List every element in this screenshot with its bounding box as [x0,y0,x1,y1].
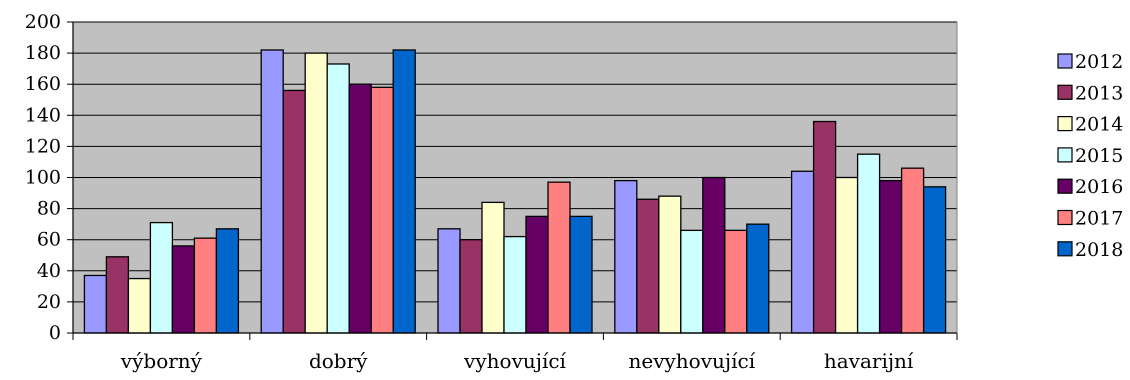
bar-2018-1 [215,228,240,334]
legend-label-2015: 2015 [1075,145,1123,167]
y-tick-label: 160 [25,73,61,95]
legend-swatch-2014 [1057,115,1073,132]
bar-2013-5 [812,120,837,334]
bar-2014-4 [658,195,682,334]
legend-label-2018: 2018 [1075,239,1123,261]
y-tick-label: 120 [25,135,61,157]
bar-2014-2 [304,52,328,334]
bar-2015-3 [503,235,527,334]
y-tick-label: 60 [37,229,61,251]
bar-2018-3 [569,215,593,334]
legend-swatch-2018 [1057,241,1073,257]
legend-label-2012: 2012 [1075,51,1123,73]
y-tick-label: 200 [25,11,61,33]
y-tick-label: 140 [25,104,61,126]
bar-2017-4 [724,229,748,334]
bar-2012-4 [614,179,638,334]
y-tick-label: 80 [37,198,61,220]
bar-2013-3 [459,239,483,334]
bar-2016-1 [171,245,196,334]
bar-2018-2 [392,49,416,334]
bar-2012-5 [790,170,815,334]
legend-swatch-2016 [1057,178,1073,194]
x-category-label: havarijní [824,349,914,373]
bar-2016-4 [702,176,726,334]
bar-2016-5 [878,179,903,334]
bars [83,49,947,334]
x-category-label: výborný [120,349,203,373]
y-tick-label: 40 [37,260,61,282]
bar-2016-2 [348,83,372,334]
legend-label-2014: 2014 [1075,114,1123,136]
y-tick-label: 100 [25,167,61,189]
legend-swatch-2017 [1057,209,1073,226]
x-category-label: nevyhovující [628,349,755,373]
legend-label-2016: 2016 [1075,176,1123,198]
bar-2018-5 [922,186,947,334]
bar-2015-1 [149,221,174,334]
legend-swatch-2015 [1057,147,1073,163]
bar-2012-1 [83,274,108,334]
x-category-label: vyhovující [463,349,566,373]
bar-2012-3 [437,228,461,334]
bar-2018-4 [746,223,770,334]
bar-2017-1 [193,237,218,334]
bar-2017-3 [547,181,571,334]
bar-2017-2 [370,86,394,334]
legend-swatch-2013 [1057,84,1073,100]
y-tick-label: 0 [49,322,61,344]
bar-2017-5 [900,167,925,334]
bar-2013-4 [636,198,660,334]
bar-2015-4 [680,229,704,334]
legend-swatch-2012 [1057,53,1073,69]
bar-2013-1 [105,256,130,334]
bar-2014-5 [834,176,859,334]
y-tick-label: 180 [25,42,61,64]
x-axis-category-labels: výborný dobrý vyhovující nevyhovující havari… [120,349,914,373]
bar-2015-2 [326,63,350,334]
legend-label-2017: 2017 [1075,208,1123,230]
bar-2014-3 [481,201,505,334]
y-axis-ticks: 0 20 40 60 80 100 120 140 160 180 200 [25,11,73,344]
bar-2015-5 [856,153,881,334]
bar-2016-3 [525,215,549,334]
legend-label-2013: 2013 [1075,82,1123,104]
bar-2014-1 [127,277,152,334]
y-tick-label: 20 [37,291,61,313]
x-category-label: dobrý [309,349,368,373]
bar-2013-2 [282,89,306,334]
legend: 2012 2013 2014 2015 2016 2017 2018 [1057,51,1123,261]
bar-2012-2 [260,49,284,334]
